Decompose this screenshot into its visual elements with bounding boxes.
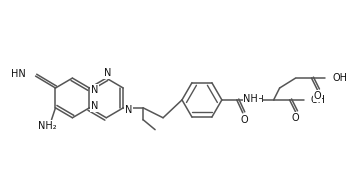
Text: OH: OH <box>333 73 347 83</box>
Text: O: O <box>241 115 249 125</box>
Text: OH: OH <box>310 95 326 105</box>
Text: NH: NH <box>243 94 258 104</box>
Text: HN: HN <box>11 69 26 79</box>
Text: N: N <box>91 101 98 111</box>
Text: NH₂: NH₂ <box>38 121 57 131</box>
Text: O: O <box>292 113 299 123</box>
Text: N: N <box>103 68 111 78</box>
Text: N: N <box>125 105 132 115</box>
Text: H: H <box>256 95 262 104</box>
Text: O: O <box>314 91 321 101</box>
Text: N: N <box>91 85 98 95</box>
